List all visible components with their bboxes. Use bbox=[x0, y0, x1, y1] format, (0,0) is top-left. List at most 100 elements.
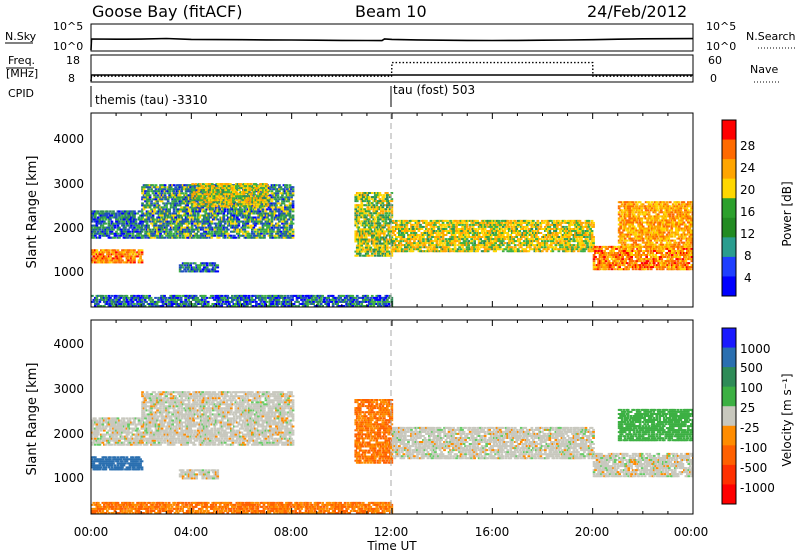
heatmap-cell bbox=[416, 234, 419, 236]
heatmap-cell bbox=[440, 219, 443, 222]
heatmap-cell bbox=[287, 196, 290, 199]
heatmap-cell bbox=[94, 230, 97, 233]
heatmap-cell bbox=[230, 226, 233, 229]
heatmap-cell bbox=[225, 183, 229, 186]
heatmap-cell bbox=[168, 230, 171, 233]
heatmap-cell bbox=[94, 249, 97, 252]
heatmap-cell bbox=[444, 234, 448, 236]
heatmap-cell bbox=[174, 198, 177, 201]
heatmap-cell bbox=[447, 246, 451, 249]
heatmap-cell bbox=[180, 226, 183, 229]
heatmap-cell bbox=[119, 251, 123, 254]
heatmap-cell bbox=[141, 236, 144, 239]
heatmap-cell bbox=[246, 224, 250, 227]
heatmap-cell bbox=[198, 264, 202, 267]
heatmap-cell bbox=[458, 228, 461, 230]
heatmap-cell bbox=[539, 228, 543, 230]
heatmap-cell bbox=[201, 218, 205, 221]
heatmap-cell bbox=[401, 228, 404, 230]
heatmap-cell bbox=[569, 234, 573, 236]
heatmap-cell bbox=[104, 261, 108, 264]
heatmap-cell bbox=[288, 224, 292, 227]
heatmap-cell bbox=[525, 236, 529, 238]
heatmap-cell bbox=[145, 184, 149, 187]
heatmap-cell bbox=[100, 232, 103, 235]
heatmap-cell bbox=[193, 206, 197, 209]
heatmap-cell bbox=[548, 232, 552, 234]
heatmap-cell bbox=[405, 232, 409, 234]
heatmap-cell bbox=[363, 234, 367, 237]
heatmap-cell bbox=[551, 242, 555, 245]
heatmap-cell bbox=[554, 248, 558, 251]
heatmap-cell bbox=[194, 193, 197, 196]
heatmap-cell bbox=[414, 234, 418, 236]
heatmap-cell bbox=[209, 205, 213, 208]
heatmap-cell bbox=[217, 208, 221, 211]
heatmap-cell bbox=[380, 228, 383, 231]
heatmap-cell bbox=[380, 202, 383, 205]
heatmap-cell bbox=[251, 210, 254, 213]
heatmap-cell bbox=[468, 225, 472, 228]
heatmap-cell bbox=[373, 242, 377, 245]
heatmap-cell bbox=[178, 190, 182, 193]
heatmap-cell bbox=[563, 221, 567, 224]
heatmap-cell bbox=[562, 236, 565, 238]
heatmap-cell bbox=[241, 195, 244, 198]
heatmap-cell bbox=[473, 242, 476, 245]
heatmap-cell bbox=[103, 222, 106, 225]
heatmap-cell bbox=[186, 230, 189, 233]
heatmap-cell bbox=[518, 232, 522, 234]
heatmap-cell bbox=[357, 192, 361, 194]
heatmap-cell bbox=[260, 189, 264, 192]
heatmap-cell bbox=[441, 232, 445, 234]
heatmap-cell bbox=[203, 191, 207, 194]
heatmap-cell bbox=[273, 192, 277, 195]
heatmap-cell bbox=[423, 234, 427, 236]
heatmap-cell bbox=[366, 222, 370, 225]
heatmap-cell bbox=[227, 185, 231, 188]
heatmap-cell bbox=[150, 216, 153, 219]
heatmap-cell bbox=[533, 223, 537, 226]
heatmap-cell bbox=[225, 193, 229, 196]
heatmap-cell bbox=[254, 199, 258, 202]
heatmap-cell bbox=[154, 198, 158, 201]
heatmap-cell bbox=[509, 230, 513, 232]
heatmap-cell bbox=[358, 206, 362, 209]
freq-label-1: Freq. bbox=[8, 54, 35, 67]
heatmap-cell bbox=[381, 202, 385, 205]
heatmap-cell bbox=[177, 188, 180, 191]
heatmap-cell bbox=[95, 255, 99, 258]
heatmap-cell bbox=[383, 242, 386, 245]
heatmap-cell bbox=[227, 206, 230, 209]
heatmap-cell bbox=[566, 234, 570, 236]
heatmap-cell bbox=[503, 232, 507, 234]
heatmap-cell bbox=[554, 234, 558, 236]
heatmap-cell bbox=[222, 218, 226, 221]
heatmap-cell bbox=[137, 210, 141, 213]
heatmap-cell bbox=[509, 248, 513, 251]
heatmap-cell bbox=[380, 250, 383, 253]
heatmap-cell bbox=[276, 234, 280, 237]
heatmap-cell bbox=[275, 202, 278, 205]
heatmap-cell bbox=[402, 221, 406, 224]
heatmap-cell bbox=[213, 230, 217, 233]
heatmap-cell bbox=[183, 214, 186, 217]
heatmap-cell bbox=[276, 194, 280, 197]
heatmap-cell bbox=[402, 236, 406, 238]
heatmap-cell bbox=[438, 246, 442, 249]
heatmap-cell bbox=[148, 206, 152, 209]
heatmap-cell bbox=[214, 222, 218, 225]
heatmap-cell bbox=[95, 253, 99, 256]
heatmap-cell bbox=[171, 194, 174, 197]
heatmap-cell bbox=[195, 198, 198, 201]
heatmap-cell bbox=[202, 266, 206, 269]
heatmap-cell bbox=[231, 218, 235, 221]
heatmap-cell bbox=[205, 264, 209, 267]
heatmap-cell bbox=[113, 212, 117, 215]
heatmap-cell bbox=[276, 226, 280, 229]
heatmap-cell bbox=[169, 230, 173, 233]
heatmap-cell bbox=[529, 238, 532, 241]
heatmap-cell bbox=[568, 225, 571, 228]
heatmap-cell bbox=[542, 238, 546, 241]
heatmap-cell bbox=[119, 257, 123, 260]
